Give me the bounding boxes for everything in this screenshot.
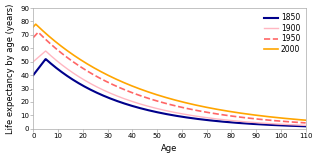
Legend: 1850, 1900, 1950, 2000: 1850, 1900, 1950, 2000 xyxy=(263,12,302,55)
1950 xyxy=(249,117,253,119)
1850 xyxy=(152,111,156,112)
1850 xyxy=(31,74,35,76)
1900 xyxy=(152,107,156,109)
1850 xyxy=(304,125,308,127)
2000 xyxy=(249,114,253,115)
1950 xyxy=(152,99,156,101)
Line: 2000: 2000 xyxy=(33,24,306,120)
1900 xyxy=(244,121,248,123)
1850 xyxy=(249,123,253,125)
1900 xyxy=(219,118,223,120)
1900 xyxy=(31,61,35,63)
1950 xyxy=(244,117,248,119)
1850 xyxy=(244,123,248,124)
1950 xyxy=(31,37,35,38)
Line: 1950: 1950 xyxy=(33,32,306,123)
1950 xyxy=(59,52,63,54)
1850 xyxy=(59,71,63,73)
2000 xyxy=(142,89,146,91)
1850 xyxy=(44,58,47,60)
Line: 1850: 1850 xyxy=(33,59,306,126)
1950 xyxy=(304,122,308,124)
1950 xyxy=(142,96,146,98)
1950 xyxy=(219,114,223,115)
1950 xyxy=(36,31,40,33)
2000 xyxy=(304,119,308,121)
2000 xyxy=(219,109,223,111)
1900 xyxy=(304,124,308,126)
2000 xyxy=(152,93,156,95)
Line: 1900: 1900 xyxy=(33,51,306,125)
1900 xyxy=(59,63,63,65)
1900 xyxy=(44,50,47,52)
1850 xyxy=(219,121,223,122)
2000 xyxy=(31,26,35,28)
1900 xyxy=(249,121,253,123)
X-axis label: Age: Age xyxy=(161,144,178,153)
1900 xyxy=(142,104,146,106)
1850 xyxy=(142,108,146,110)
Y-axis label: Life expectancy by age (years): Life expectancy by age (years) xyxy=(5,3,15,134)
2000 xyxy=(34,23,38,25)
2000 xyxy=(59,45,63,47)
2000 xyxy=(244,113,248,115)
